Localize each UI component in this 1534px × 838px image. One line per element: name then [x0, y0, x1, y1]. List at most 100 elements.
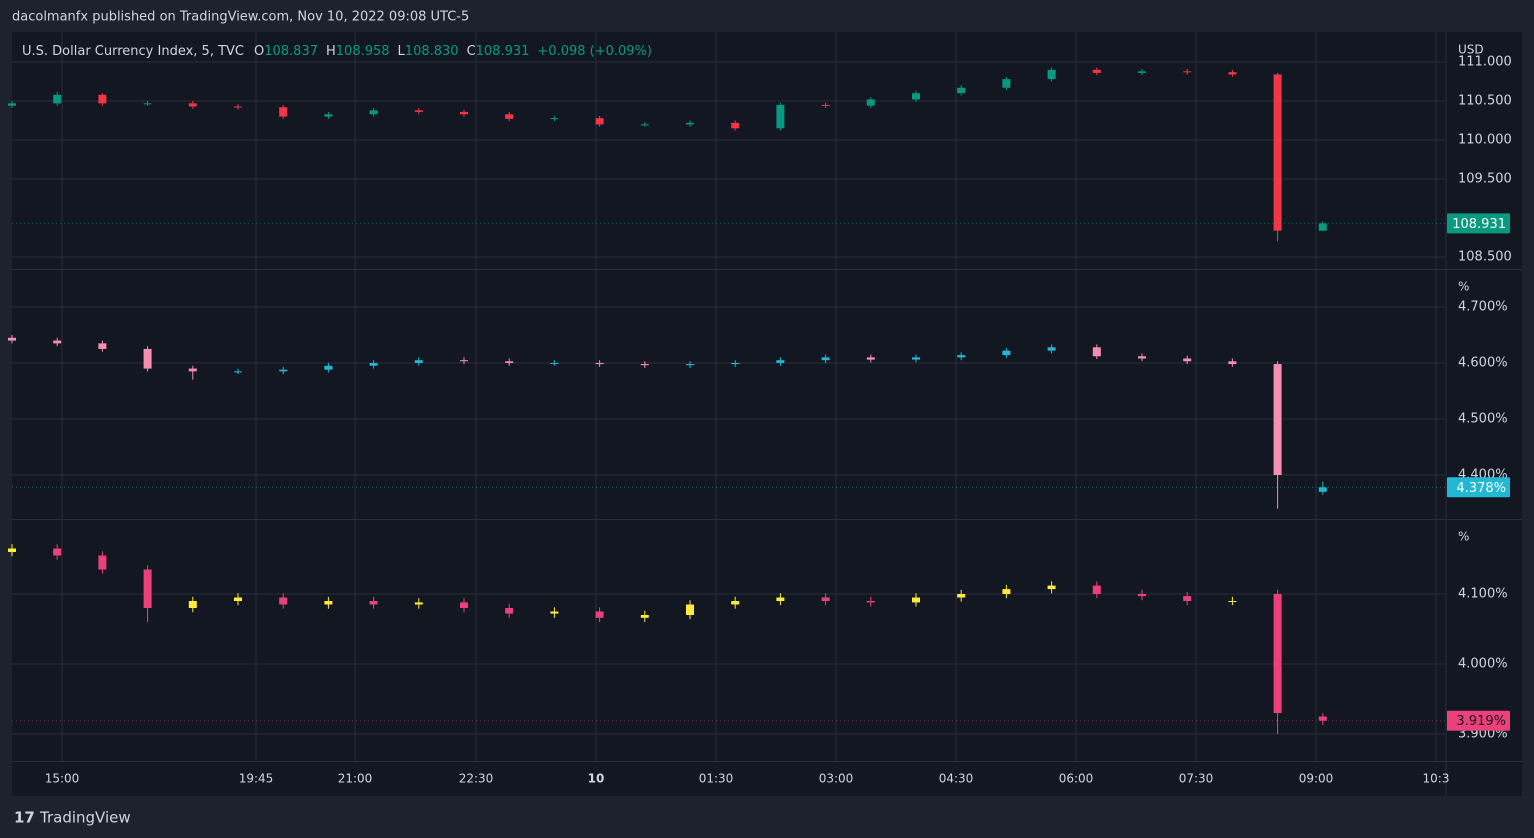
candle-body — [8, 103, 16, 106]
unit-label: % — [1458, 530, 1469, 544]
candle-body — [414, 110, 423, 112]
last-price-tag — [1447, 213, 1510, 234]
candle-body — [595, 611, 604, 618]
y-tick-label: 110.000 — [1458, 132, 1512, 147]
y-tick-label: 109.500 — [1458, 171, 1512, 186]
candle-body — [98, 555, 107, 570]
candle-body — [1047, 347, 1056, 351]
candle-body — [957, 355, 966, 358]
y-tick-label: 110.500 — [1458, 93, 1512, 108]
ohlc-value: 108.837 — [264, 44, 318, 59]
ohlc-value: 108.931 — [476, 44, 530, 59]
candle-body — [234, 106, 242, 108]
candle-body — [1318, 716, 1327, 721]
candle-body — [460, 111, 468, 115]
candle-body — [1092, 69, 1101, 73]
candle-body — [776, 597, 785, 602]
candle-body — [1138, 71, 1146, 73]
candle-body — [1228, 72, 1237, 75]
candle-body — [1092, 585, 1101, 595]
candle-body — [957, 594, 966, 598]
x-tick-label: 04:30 — [939, 772, 974, 786]
candle-body — [505, 608, 514, 614]
candle-body — [640, 364, 649, 366]
candle-body — [912, 597, 920, 603]
candle-body — [1183, 596, 1192, 602]
candle-body — [279, 369, 288, 372]
candle-body — [188, 368, 197, 372]
y-tick-label: 4.700% — [1458, 299, 1508, 314]
ohlc-value: 108.830 — [405, 44, 459, 59]
candle-body — [640, 124, 649, 126]
candle-body — [866, 99, 875, 106]
candle-body — [1318, 223, 1327, 231]
candle-body — [8, 548, 16, 552]
candles — [8, 334, 1327, 509]
candle-body — [640, 615, 649, 618]
candle-body — [866, 601, 875, 603]
x-tick-label: 06:00 — [1059, 772, 1094, 786]
candle-body — [1273, 594, 1282, 714]
candle-body — [505, 361, 514, 363]
candle-body — [98, 343, 107, 349]
x-tick-label: 15:00 — [45, 772, 80, 786]
candle-body — [234, 597, 242, 602]
candle-body — [1138, 594, 1146, 597]
candle-body — [369, 601, 378, 605]
last-price-label: 4.378% — [1456, 481, 1506, 496]
ohlc-key: C — [467, 44, 476, 59]
candle-body — [1273, 74, 1282, 231]
candle-body — [1228, 361, 1237, 365]
candle-body — [324, 365, 333, 370]
x-tick-label: 09:00 — [1299, 772, 1334, 786]
brand: 𝟭𝟳 TradingView — [14, 809, 131, 827]
candle-body — [53, 94, 62, 104]
candle-body — [279, 597, 288, 605]
last-price-tag — [1447, 477, 1510, 498]
x-tick-label: 07:30 — [1179, 772, 1214, 786]
candle-body — [234, 371, 242, 373]
candle-body — [776, 360, 785, 363]
ohlc-key: L — [398, 44, 406, 59]
candle-body — [369, 362, 378, 366]
candle-body — [1273, 364, 1282, 475]
y-tick-label: 4.500% — [1458, 411, 1508, 426]
candle-body — [550, 611, 559, 614]
candle-body — [8, 337, 16, 341]
candle-body — [414, 602, 423, 605]
y-tick-label: 4.100% — [1458, 587, 1508, 602]
candle-body — [686, 122, 694, 125]
candle-body — [143, 569, 152, 609]
last-price-tag — [1447, 710, 1510, 731]
attribution: dacolmanfx published on TradingView.com,… — [12, 10, 469, 25]
candle-body — [1318, 487, 1327, 492]
y-tick-label: 4.600% — [1458, 355, 1508, 370]
candle-body — [414, 360, 423, 363]
unit-label: USD — [1458, 43, 1484, 57]
change-value: +0.098 (+0.09%) — [537, 44, 652, 59]
candle-body — [279, 107, 288, 117]
candle-body — [369, 110, 378, 115]
candle-body — [505, 114, 514, 119]
last-price-label: 108.931 — [1452, 217, 1506, 232]
symbol-title: U.S. Dollar Currency Index, 5, TVC — [22, 44, 244, 59]
x-tick-label: 22:30 — [459, 772, 494, 786]
candle-body — [866, 357, 875, 360]
candle-body — [98, 94, 107, 104]
x-tick-label: 21:00 — [338, 772, 373, 786]
candle-body — [686, 604, 694, 616]
candle-body — [1183, 358, 1192, 362]
y-tick-label: 111.000 — [1458, 54, 1512, 69]
candles — [8, 67, 1327, 242]
candle-body — [324, 114, 333, 117]
brand-name: TradingView — [39, 809, 131, 827]
candle-body — [595, 118, 604, 125]
candle-body — [821, 597, 830, 602]
y-tick-label: 108.500 — [1458, 249, 1512, 264]
candle-body — [1002, 350, 1011, 356]
ohlc-value: 108.958 — [336, 44, 390, 59]
candle-body — [595, 362, 604, 365]
last-price-label: 3.919% — [1456, 714, 1506, 729]
candle-body — [1092, 347, 1101, 357]
